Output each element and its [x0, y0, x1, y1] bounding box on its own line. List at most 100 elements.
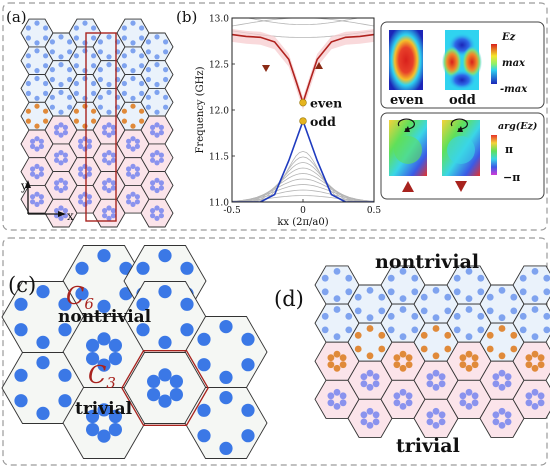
rod	[62, 152, 68, 158]
rod	[150, 208, 156, 214]
rod	[366, 422, 374, 429]
rod	[498, 287, 506, 294]
hex-cell	[512, 379, 550, 419]
rod	[158, 335, 172, 349]
rod	[321, 326, 329, 334]
rod	[97, 299, 111, 313]
rod	[354, 293, 362, 301]
rod	[91, 25, 97, 31]
rod	[519, 326, 527, 334]
rod	[14, 368, 28, 382]
rod	[510, 345, 518, 353]
rod	[372, 380, 380, 388]
rod	[106, 177, 112, 183]
rod	[486, 331, 494, 339]
rod	[108, 423, 122, 437]
rod	[130, 163, 136, 169]
odd-field-map	[442, 30, 482, 90]
rod	[471, 361, 479, 369]
rod	[420, 331, 428, 339]
rod	[139, 35, 145, 41]
rod	[82, 68, 88, 74]
rod	[106, 34, 112, 40]
rod	[393, 354, 401, 362]
rod	[75, 287, 89, 301]
rod	[465, 295, 473, 302]
rod	[510, 307, 518, 315]
rod	[82, 201, 88, 207]
rod	[339, 361, 347, 369]
rod	[82, 95, 88, 101]
rod	[432, 352, 440, 360]
rod	[477, 326, 485, 334]
rod	[130, 40, 136, 46]
rod	[121, 90, 127, 96]
rod	[158, 213, 164, 219]
rod	[465, 364, 473, 372]
rod	[158, 180, 164, 186]
rod	[121, 118, 127, 124]
rod	[154, 109, 160, 115]
phase-map-down	[442, 118, 480, 176]
rod	[91, 108, 97, 114]
rod	[321, 288, 329, 296]
even-mode-label: even	[390, 93, 424, 108]
rod	[145, 104, 151, 110]
rod	[73, 53, 79, 59]
d-trivial-label: trivial	[396, 435, 460, 457]
rod	[67, 76, 73, 83]
rod	[393, 392, 401, 400]
rod	[49, 39, 56, 45]
rod	[134, 138, 140, 144]
rod	[420, 345, 428, 353]
supercell-outline	[85, 32, 117, 222]
rod	[537, 354, 545, 362]
rod	[169, 374, 183, 388]
rod	[54, 180, 60, 186]
rod	[106, 215, 112, 221]
rod	[333, 364, 341, 372]
rod	[241, 429, 255, 443]
rod	[91, 118, 97, 124]
rod	[139, 63, 145, 69]
rod	[34, 75, 40, 82]
x-axis-label: kx (2π/a0)	[277, 217, 328, 228]
rod	[158, 185, 164, 191]
rod	[106, 150, 112, 156]
rod	[29, 199, 36, 205]
rod	[432, 287, 440, 294]
rod	[158, 394, 172, 408]
rod	[180, 323, 194, 337]
rod	[378, 345, 386, 353]
rod	[130, 95, 136, 101]
rod	[145, 76, 151, 83]
rod	[34, 68, 40, 74]
rod	[130, 20, 136, 26]
rod	[54, 185, 60, 191]
rod	[106, 205, 112, 211]
rod	[54, 208, 60, 214]
bulk-band	[232, 195, 374, 202]
rod	[97, 39, 103, 45]
rod	[399, 268, 407, 275]
rod	[130, 123, 136, 129]
rod	[333, 295, 341, 302]
rod	[459, 354, 467, 362]
ez-title: Ez	[501, 32, 516, 43]
down-marker	[455, 181, 467, 192]
rod	[492, 380, 500, 388]
rod	[97, 429, 111, 443]
rod	[180, 261, 194, 275]
rod	[150, 124, 156, 130]
rod	[444, 331, 452, 339]
rod	[86, 352, 100, 366]
rod	[58, 205, 64, 211]
rod	[154, 187, 160, 194]
rod	[333, 268, 341, 275]
rod	[108, 352, 122, 366]
rod	[97, 332, 111, 346]
bulk-band	[232, 184, 374, 202]
rod	[130, 48, 136, 54]
rod	[73, 118, 79, 124]
rod	[36, 335, 50, 349]
